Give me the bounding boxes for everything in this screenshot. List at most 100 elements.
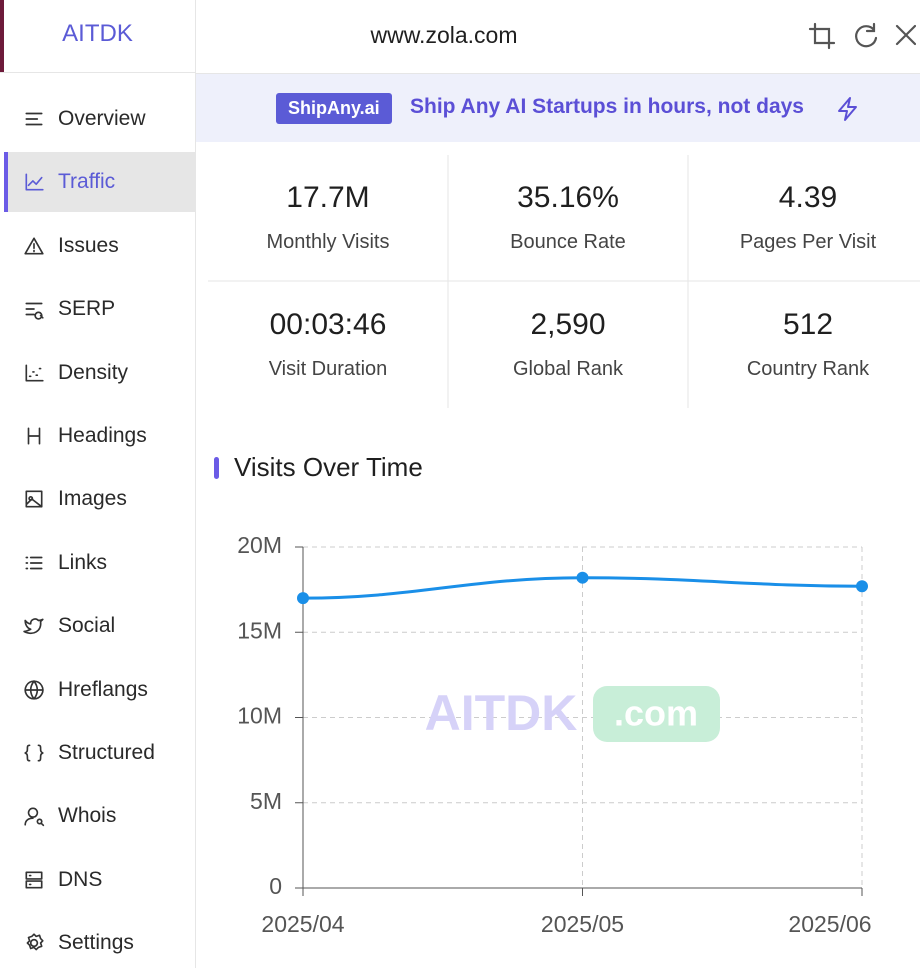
nav-item[interactable]: Density (4, 343, 195, 403)
divider (196, 73, 920, 74)
badge[interactable]: ShipAny.ai (276, 93, 392, 124)
nav-item[interactable]: Overview (4, 89, 195, 149)
stat-value: 2,590 (530, 308, 606, 341)
nav-item[interactable]: Settings (4, 913, 195, 973)
refresh-button[interactable] (855, 22, 878, 48)
stat: 00:03:46 Visit Duration (208, 282, 448, 408)
icon-shape (24, 807, 45, 827)
nav-label: Traffic (58, 170, 116, 194)
icon-shape (25, 302, 44, 320)
nav-icon (25, 556, 43, 570)
icon-shape (24, 679, 44, 700)
nav-label: Settings (58, 931, 134, 955)
x-tick-label: 2025/05 (541, 911, 624, 937)
nav-item[interactable]: Hreflangs (4, 660, 195, 720)
window-edge (0, 0, 4, 72)
nav-label: Issues (58, 233, 119, 257)
icon-shape (27, 427, 41, 445)
nav-item[interactable]: Issues (4, 216, 195, 276)
banner[interactable]: ShipAny.ai Ship Any AI Startups in hours… (196, 74, 920, 142)
nav-label: Density (58, 360, 129, 384)
stat-label: Visit Duration (268, 358, 388, 380)
watermark-brand: AITDK (425, 685, 578, 741)
nav-label: Links (58, 550, 108, 574)
nav-label: Structured (58, 741, 155, 764)
nav-icon (24, 679, 44, 700)
nav-label: DNS (58, 867, 103, 891)
crop-button[interactable] (808, 22, 836, 50)
icon-shape (24, 237, 44, 255)
stat: 512 Country Rank (688, 282, 920, 408)
nav-icon (24, 744, 44, 762)
y-tick-label: 15M (237, 617, 282, 643)
nav-label: Whois (58, 804, 117, 828)
nav-item[interactable]: DNS (4, 850, 195, 910)
nav-icon (23, 618, 44, 635)
icon-shape (25, 112, 43, 126)
stat: 17.7M Monthly Visits (208, 155, 448, 281)
stats-grid (208, 155, 920, 408)
nav-icon (27, 427, 41, 445)
nav-label: Social (58, 614, 116, 638)
y-tick-label: 0 (269, 873, 282, 899)
icon-shape (25, 173, 44, 191)
sidebar: AITDK Overview Traffic Issues SERP Density He… (0, 0, 196, 968)
nav-icon (25, 302, 44, 320)
nav-label: SERP (58, 297, 116, 321)
nav-item[interactable]: Whois (4, 786, 195, 846)
x-tick-label: 2025/06 (788, 911, 871, 937)
nav-item[interactable]: Structured (4, 723, 195, 783)
nav-item[interactable]: Headings (4, 406, 195, 466)
icon-shape (25, 556, 43, 570)
nav-icon (24, 807, 45, 827)
nav-icon (25, 364, 44, 382)
stat-label: Pages Per Visit (739, 231, 877, 253)
chart-title: Visits Over Time (234, 452, 423, 482)
stat: 35.16% Bounce Rate (448, 155, 688, 281)
nav-item[interactable]: Images (4, 469, 195, 529)
toolbar (808, 22, 916, 50)
nav-label: Overview (58, 107, 146, 130)
nav-icon (26, 933, 44, 951)
chart: 0 5M 10M 15M 20M 2025/04 2025/05 2025/06 AITDK .c… (237, 532, 871, 937)
watermark-suffix: .com (614, 693, 698, 734)
nav-icon (25, 173, 44, 191)
stat-value: 512 (782, 308, 834, 341)
close-button[interactable] (895, 24, 916, 46)
nav-item[interactable]: Traffic (4, 152, 195, 213)
stat-value: 00:03:46 (269, 308, 387, 341)
url: www.zola.com (370, 22, 518, 48)
stat-label: Global Rank (512, 358, 624, 380)
nav-label: Headings (58, 424, 147, 447)
icon-shape (25, 871, 43, 889)
stat-label: Bounce Rate (510, 231, 626, 253)
nav-icon (25, 490, 43, 508)
stat-label: Country Rank (746, 358, 870, 380)
nav-icon (24, 237, 44, 255)
banner-text[interactable]: Ship Any AI Startups in hours, not days (410, 95, 804, 118)
nav-icon (25, 112, 43, 126)
icon-shape (23, 618, 44, 635)
stat: 2,590 Global Rank (448, 282, 688, 408)
divider (0, 72, 195, 73)
icon-shape (24, 744, 44, 762)
stat-value: 17.7M (286, 181, 370, 214)
title-accent (214, 457, 219, 479)
lightning-icon (838, 97, 857, 121)
y-tick-label: 10M (237, 703, 282, 729)
nav-item[interactable]: SERP (4, 279, 195, 339)
icon-shape (25, 490, 43, 508)
stats: 17.7M Monthly Visits 35.16% Bounce Rate 4.39… (208, 155, 920, 408)
stat-value: 35.16% (517, 181, 619, 214)
brand[interactable]: AITDK (62, 20, 133, 47)
y-tick-label: 20M (237, 532, 282, 558)
nav-label: Images (58, 487, 127, 511)
nav-item[interactable]: Social (4, 596, 195, 656)
nav-item[interactable]: Links (4, 533, 195, 593)
nav-icon (25, 871, 43, 889)
stat-value: 4.39 (778, 181, 838, 214)
icon-shape (25, 364, 44, 382)
stat-label: Monthly Visits (266, 231, 390, 253)
point (856, 580, 868, 593)
